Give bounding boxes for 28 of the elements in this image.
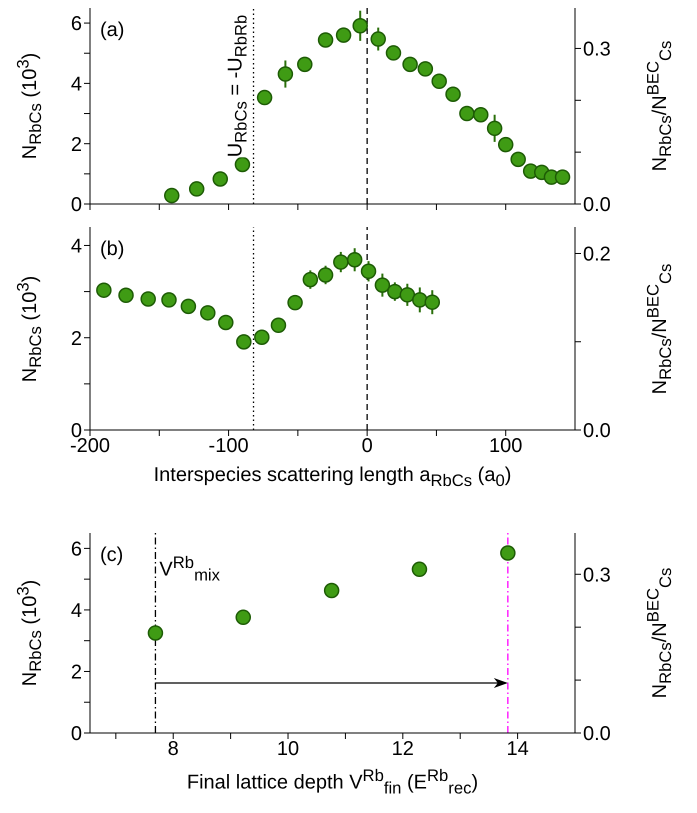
annotation: (c) xyxy=(100,544,124,566)
x-axis-title: Final lattice depth V$^{Rb}$$_{fin}$ (E$^{Rb}$$_{rec}$) xyxy=(186,766,478,798)
y-tick-label: 6 xyxy=(70,538,82,560)
y-tick-label: 2 xyxy=(70,134,82,156)
y-tick-label: 4 xyxy=(70,73,82,96)
x-axis-title: Interspecies scattering length a$_{RbCs}$ (a$_{0}$) xyxy=(154,464,512,490)
annotation: (b) xyxy=(100,238,124,260)
y2-tick-label: 0.2 xyxy=(583,244,611,266)
y2-tick-label: 0.0 xyxy=(583,723,611,746)
y-tick-label: 2 xyxy=(70,328,82,350)
y2-tick-label: 0.0 xyxy=(583,420,611,442)
y2-tick-label: 0.0 xyxy=(583,194,611,216)
x-tick-label: 8 xyxy=(168,738,179,760)
y-tick-label: 2 xyxy=(70,662,82,684)
x-tick-label: 14 xyxy=(506,738,529,760)
y-tick-label: 0 xyxy=(70,194,82,216)
y2-tick-label: 0.3 xyxy=(583,564,611,586)
y-tick-label: 0 xyxy=(70,723,82,746)
x-tick-label: 100 xyxy=(489,435,522,458)
x-tick-label: 12 xyxy=(392,738,414,760)
annotation: (a) xyxy=(100,19,124,41)
y-tick-label: 4 xyxy=(70,600,82,622)
x-tick-label: 10 xyxy=(276,738,300,760)
y2-tick-label: 0.3 xyxy=(583,38,611,61)
y-tick-label: 6 xyxy=(70,13,82,36)
x-tick-label: 0 xyxy=(362,435,373,458)
y-tick-label: 4 xyxy=(70,236,82,258)
x-tick-label: -100 xyxy=(208,435,249,458)
